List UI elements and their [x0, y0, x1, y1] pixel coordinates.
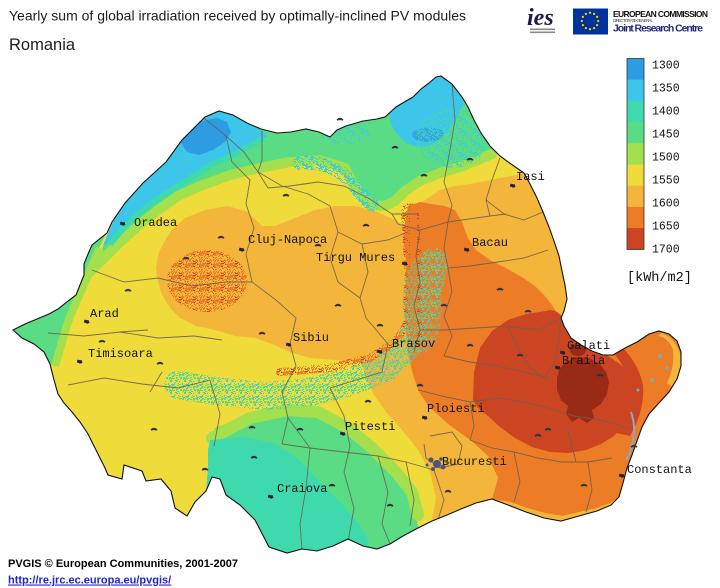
svg-text:Joint Research Centre: Joint Research Centre — [613, 23, 703, 35]
svg-text:Yearly sum of global irradiati: Yearly sum of global irradiation receive… — [9, 8, 466, 24]
svg-text:1650: 1650 — [652, 220, 680, 233]
svg-text:1450: 1450 — [652, 128, 680, 141]
svg-text:1350: 1350 — [652, 82, 680, 95]
svg-text:Bucuresti: Bucuresti — [442, 455, 507, 469]
svg-text:Ploiesti: Ploiesti — [427, 402, 485, 416]
svg-text:Oradea: Oradea — [134, 216, 177, 230]
svg-text:1550: 1550 — [652, 174, 680, 187]
svg-text:Braila: Braila — [562, 354, 605, 368]
svg-text:Galati: Galati — [567, 339, 610, 353]
svg-text:Pitesti: Pitesti — [345, 420, 395, 434]
svg-text:[kWh/m2]: [kWh/m2] — [627, 271, 692, 286]
svg-text:http://re.jrc.ec.europa.eu/pvg: http://re.jrc.ec.europa.eu/pvgis/ — [8, 575, 171, 587]
svg-text:Iasi: Iasi — [516, 170, 545, 184]
svg-text:1400: 1400 — [652, 105, 680, 118]
svg-text:1600: 1600 — [652, 197, 680, 210]
svg-text:1500: 1500 — [652, 151, 680, 164]
svg-text:Craiova: Craiova — [277, 482, 327, 496]
svg-text:PVGIS © European Communities,: PVGIS © European Communities, 2001-2007 — [8, 558, 238, 570]
svg-text:Sibiu: Sibiu — [293, 331, 329, 345]
svg-text:Bacau: Bacau — [472, 236, 508, 250]
svg-text:1700: 1700 — [652, 243, 680, 256]
svg-text:EUROPEAN COMMISSION: EUROPEAN COMMISSION — [613, 9, 708, 19]
svg-text:ies: ies — [527, 5, 554, 31]
svg-text:Brasov: Brasov — [392, 337, 435, 351]
svg-text:Cluj-Napoca: Cluj-Napoca — [248, 233, 327, 247]
svg-text:Tirgu Mures: Tirgu Mures — [316, 251, 395, 265]
svg-text:Constanta: Constanta — [627, 463, 692, 477]
svg-text:Arad: Arad — [90, 307, 119, 321]
svg-text:DIRECTORATE-GENERAL: DIRECTORATE-GENERAL — [613, 18, 654, 23]
svg-text:1300: 1300 — [652, 59, 680, 72]
svg-text:Romania: Romania — [9, 36, 76, 54]
svg-text:Timisoara: Timisoara — [88, 347, 153, 361]
